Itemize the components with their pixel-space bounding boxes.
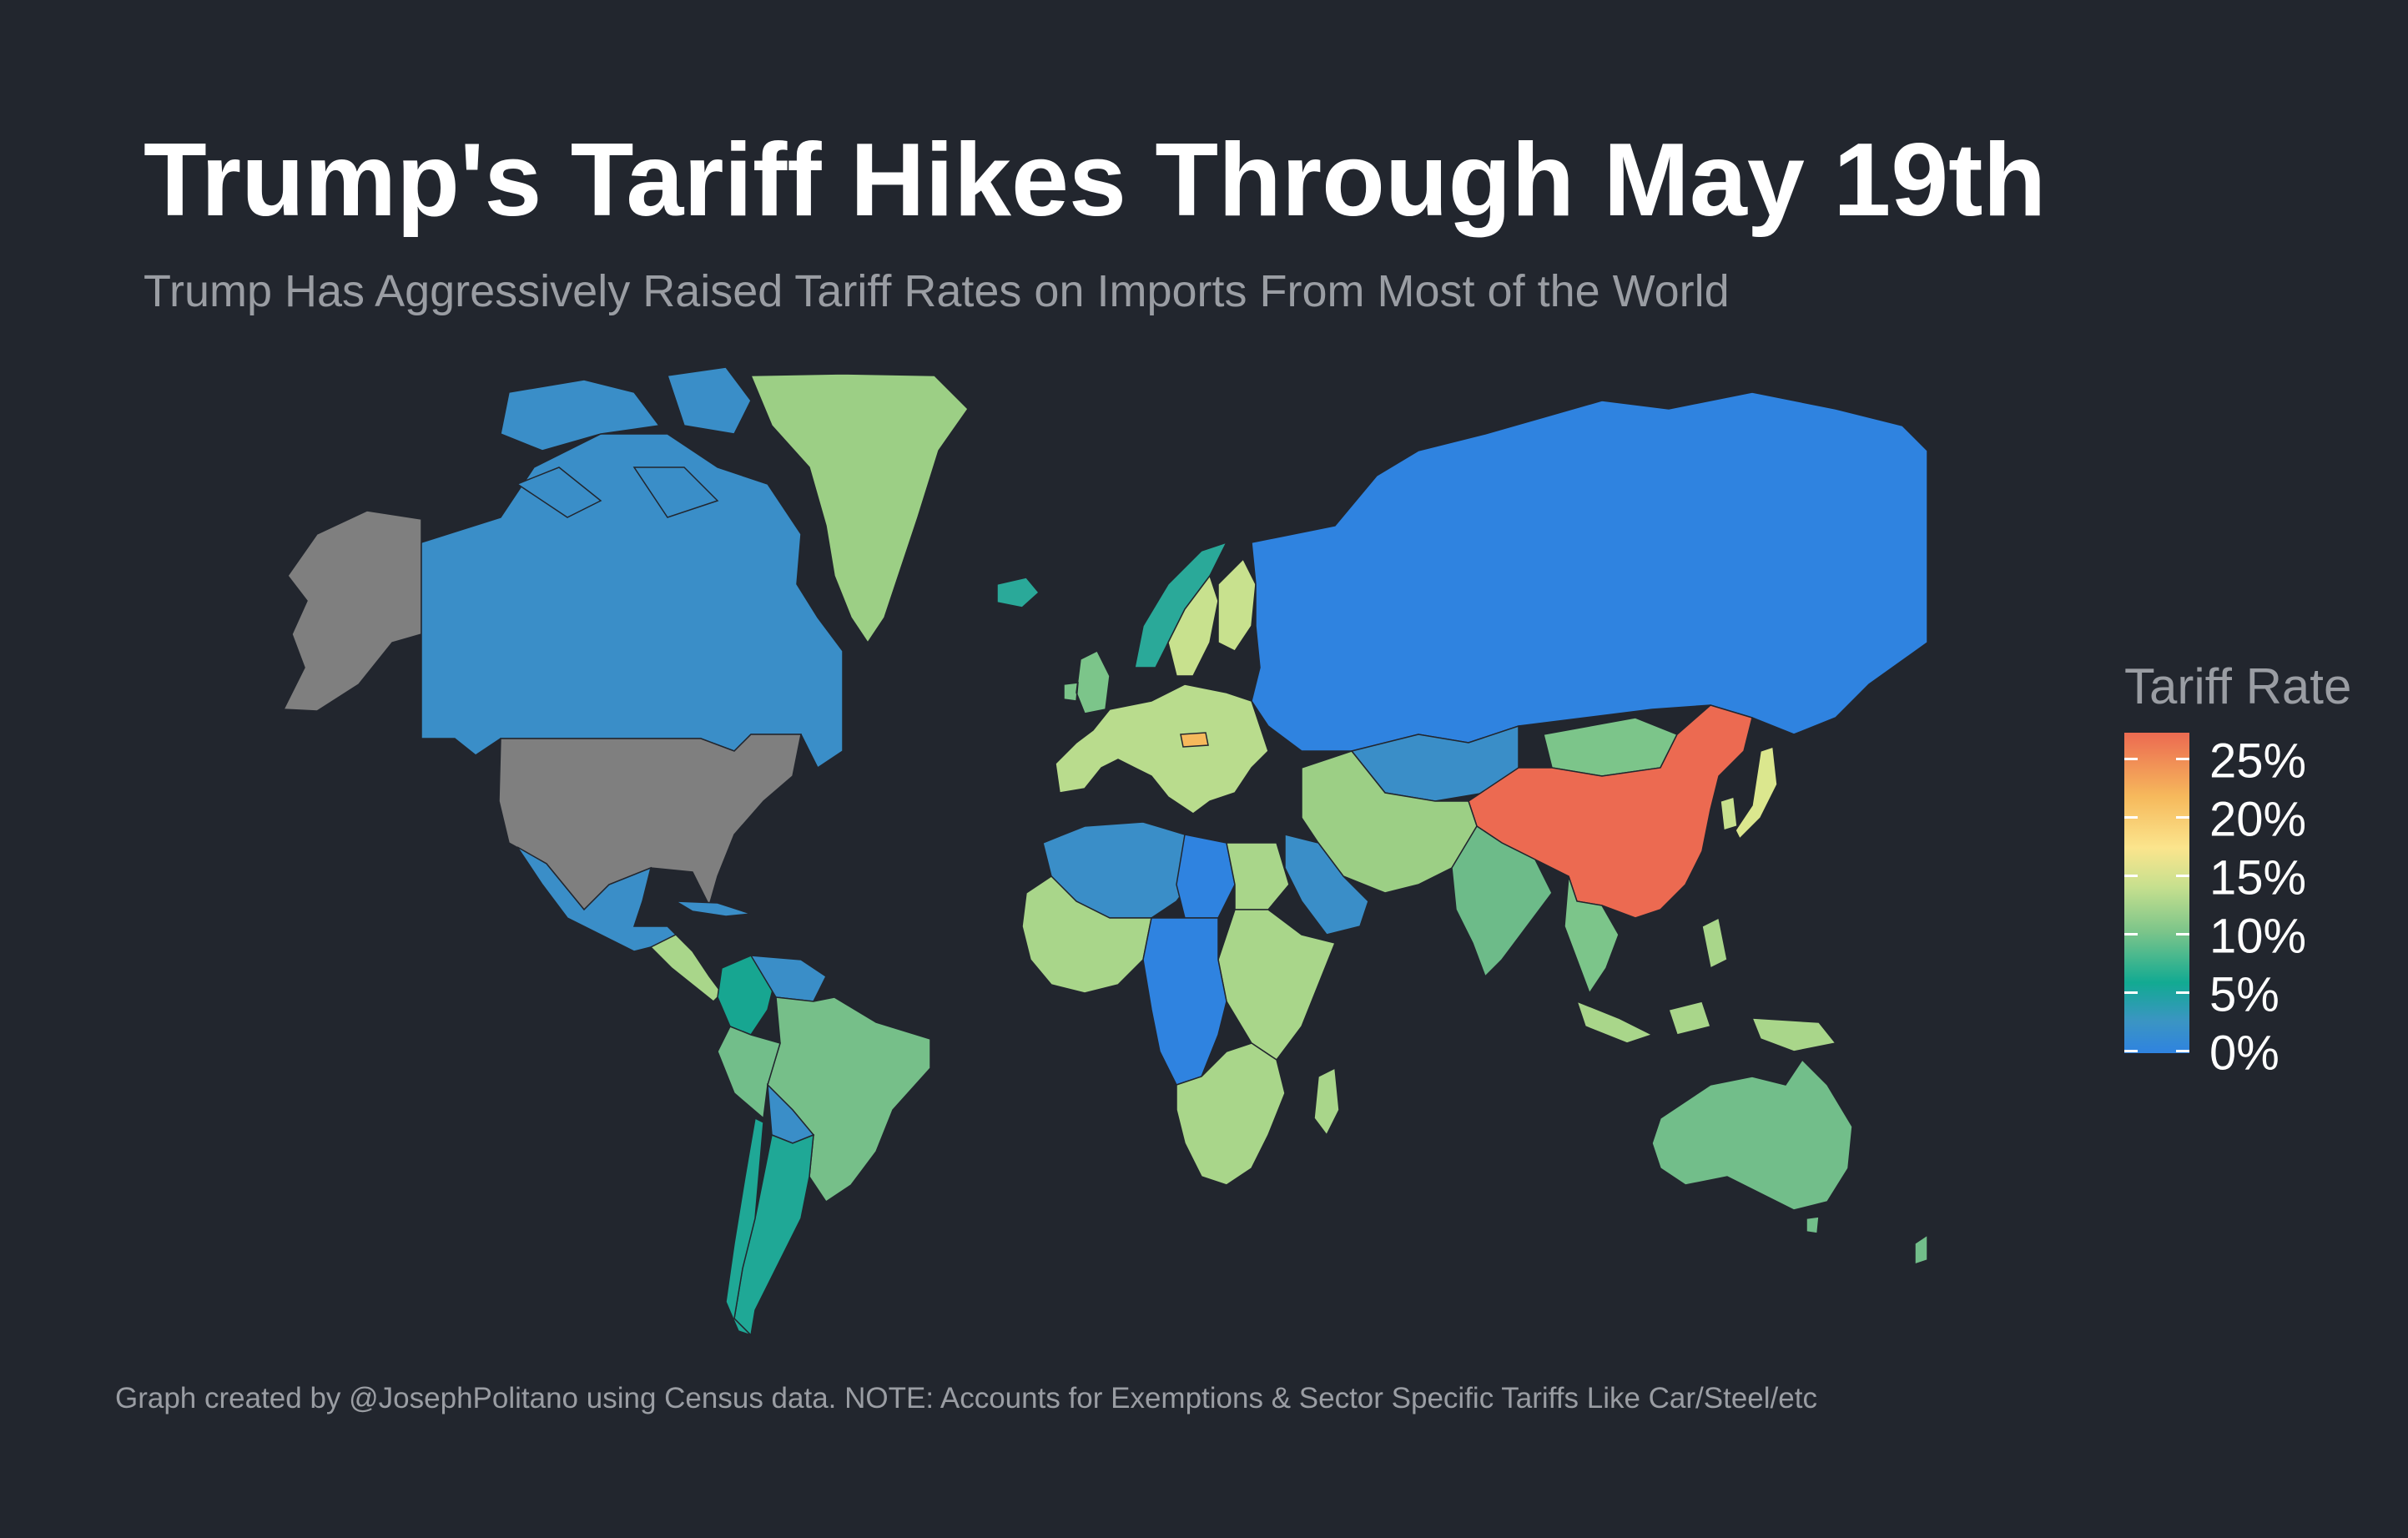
region-saudi-arabia[interactable] bbox=[1284, 834, 1369, 935]
region-libya[interactable] bbox=[1176, 834, 1236, 919]
region-hungary[interactable] bbox=[1180, 732, 1209, 748]
region-southern-africa[interactable] bbox=[1176, 1042, 1286, 1186]
region-southeast-asia[interactable] bbox=[1564, 875, 1620, 995]
region-sweden[interactable] bbox=[1167, 574, 1219, 677]
region-cuba[interactable] bbox=[675, 900, 752, 917]
region-norway[interactable] bbox=[1134, 541, 1228, 668]
region-peru[interactable] bbox=[717, 1026, 781, 1120]
region-mongolia[interactable] bbox=[1543, 717, 1679, 777]
region-china[interactable] bbox=[1468, 704, 1753, 919]
region-mexico[interactable] bbox=[516, 846, 678, 952]
page-title: Trump's Tariff Hikes Through May 19th bbox=[144, 123, 2047, 238]
region-united-kingdom[interactable] bbox=[1063, 649, 1111, 714]
region-madagascar[interactable] bbox=[1313, 1067, 1340, 1137]
region-egypt[interactable] bbox=[1226, 842, 1290, 910]
legend-label-5: 5% bbox=[2209, 967, 2280, 1022]
region-indonesia[interactable] bbox=[1575, 916, 1837, 1052]
legend-label-0: 0% bbox=[2209, 1026, 2280, 1081]
page-subtitle: Trump Has Aggressively Raised Tariff Rat… bbox=[144, 266, 1730, 316]
region-west-africa[interactable] bbox=[1021, 875, 1152, 994]
region-alaska[interactable] bbox=[282, 510, 422, 712]
region-australia[interactable] bbox=[1651, 1058, 1853, 1234]
region-canada-arctic[interactable] bbox=[500, 366, 752, 518]
region-chile[interactable] bbox=[725, 1117, 764, 1336]
region-russia[interactable] bbox=[1251, 391, 1928, 752]
region-finland[interactable] bbox=[1217, 557, 1257, 652]
region-east-africa[interactable] bbox=[1217, 909, 1337, 1061]
region-japan[interactable] bbox=[1735, 745, 1778, 840]
source-note: Graph created by @JosephPolitano using C… bbox=[115, 1382, 1817, 1414]
region-venezuela[interactable] bbox=[749, 955, 827, 1002]
region-new-zealand[interactable] bbox=[1914, 1233, 1928, 1266]
region-india[interactable] bbox=[1451, 824, 1553, 978]
region-central-america[interactable] bbox=[649, 934, 723, 1003]
region-europe[interactable] bbox=[1055, 683, 1269, 814]
region-greenland[interactable] bbox=[749, 373, 969, 644]
legend-label-10: 10% bbox=[2209, 909, 2307, 964]
legend-label-25: 25% bbox=[2209, 734, 2307, 789]
region-iceland[interactable] bbox=[996, 577, 1040, 608]
region-canada[interactable] bbox=[421, 433, 844, 769]
region-south-korea[interactable] bbox=[1720, 796, 1738, 831]
legend-title: Tariff Rate bbox=[2124, 658, 2352, 714]
legend-label-15: 15% bbox=[2209, 850, 2307, 905]
legend-label-20: 20% bbox=[2209, 792, 2307, 847]
legend-color-bar bbox=[2124, 733, 2189, 1053]
region-central-africa[interactable] bbox=[1142, 917, 1227, 1086]
